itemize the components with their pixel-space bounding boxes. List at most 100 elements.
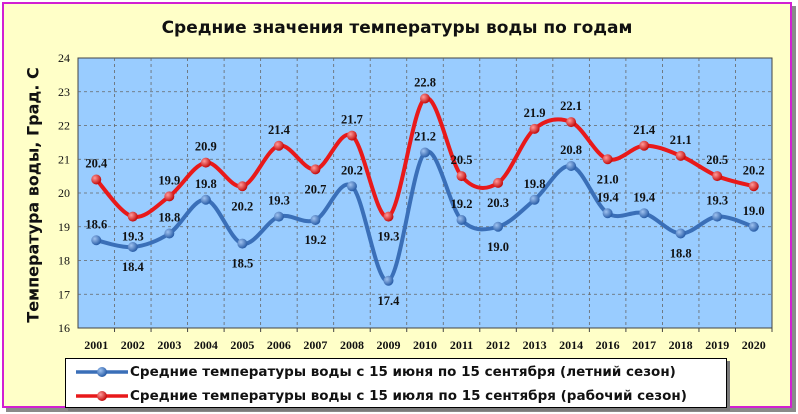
data-point-summer bbox=[712, 211, 723, 222]
data-label-work: 20.5 bbox=[451, 153, 473, 167]
data-label-summer: 17.4 bbox=[378, 294, 401, 308]
legend: Средние температуры воды с 15 июня по 15… bbox=[65, 358, 727, 408]
data-label-work: 20.3 bbox=[487, 196, 509, 210]
y-tick-label: 23 bbox=[58, 85, 70, 99]
data-label-work: 20.2 bbox=[231, 199, 253, 213]
data-point-work bbox=[602, 154, 613, 165]
data-label-work: 21.9 bbox=[524, 106, 546, 120]
data-point-work bbox=[456, 171, 467, 182]
y-tick-label: 18 bbox=[58, 254, 70, 268]
data-label-work: 21.4 bbox=[633, 123, 656, 137]
x-tick-label: 2006 bbox=[267, 338, 291, 352]
data-point-summer bbox=[493, 221, 504, 232]
data-label-summer: 19.0 bbox=[487, 240, 509, 254]
data-point-summer bbox=[164, 228, 175, 239]
data-point-summer bbox=[639, 208, 650, 219]
data-point-summer bbox=[675, 228, 686, 239]
data-label-summer: 21.2 bbox=[414, 130, 436, 144]
x-tick-label: 2017 bbox=[632, 338, 656, 352]
data-label-work: 20.5 bbox=[706, 153, 728, 167]
x-tick-label: 2014 bbox=[559, 338, 583, 352]
legend-swatch-work bbox=[76, 391, 128, 401]
data-label-work: 19.9 bbox=[158, 173, 180, 187]
x-tick-label: 2002 bbox=[121, 338, 145, 352]
data-label-summer: 19.8 bbox=[195, 177, 217, 191]
data-point-work bbox=[237, 181, 248, 192]
x-tick-label: 2008 bbox=[340, 338, 364, 352]
legend-entry-summer: Средние температуры воды с 15 июня по 15… bbox=[66, 361, 726, 383]
y-axis-title: Температура воды, Град. С bbox=[23, 67, 43, 323]
data-label-work: 19.3 bbox=[378, 230, 400, 244]
data-point-summer bbox=[346, 181, 357, 192]
legend-swatch-summer bbox=[76, 367, 128, 377]
data-label-summer: 19.8 bbox=[524, 177, 546, 191]
data-point-work bbox=[127, 211, 138, 222]
x-tick-label: 2019 bbox=[705, 338, 729, 352]
chart-title: Средние значения температуры воды по год… bbox=[161, 18, 633, 38]
x-tick-label: 2011 bbox=[450, 338, 473, 352]
y-tick-label: 17 bbox=[58, 287, 70, 301]
x-tick-label: 2005 bbox=[230, 338, 254, 352]
data-label-work: 21.1 bbox=[670, 133, 692, 147]
data-label-summer: 20.8 bbox=[560, 143, 582, 157]
data-label-summer: 18.6 bbox=[85, 217, 107, 231]
data-label-summer: 18.4 bbox=[122, 260, 145, 274]
x-tick-label: 2001 bbox=[84, 338, 108, 352]
data-label-summer: 19.3 bbox=[268, 194, 290, 208]
legend-entry-work: Средние температуры воды с 15 июля по 15… bbox=[66, 385, 726, 407]
data-point-work bbox=[748, 181, 759, 192]
y-tick-label: 20 bbox=[58, 186, 70, 200]
data-point-work bbox=[91, 174, 102, 185]
data-point-work bbox=[529, 123, 540, 134]
x-tick-label: 2007 bbox=[303, 338, 327, 352]
x-tick-label: 2003 bbox=[157, 338, 181, 352]
data-label-work: 20.4 bbox=[85, 157, 108, 171]
data-label-summer: 19.4 bbox=[633, 190, 656, 204]
data-point-summer bbox=[273, 211, 284, 222]
data-label-work: 20.9 bbox=[195, 140, 217, 154]
x-tick-label: 2018 bbox=[669, 338, 693, 352]
data-label-summer: 18.8 bbox=[158, 211, 180, 225]
x-tick-label: 2016 bbox=[596, 338, 620, 352]
x-tick-label: 2010 bbox=[413, 338, 437, 352]
data-label-summer: 19.2 bbox=[451, 197, 473, 211]
data-point-summer bbox=[383, 275, 394, 286]
x-tick-label: 2013 bbox=[523, 338, 547, 352]
data-point-work bbox=[310, 164, 321, 175]
data-point-work bbox=[200, 157, 211, 168]
x-tick-label: 2009 bbox=[376, 338, 400, 352]
data-point-summer bbox=[602, 208, 613, 219]
data-label-work: 19.3 bbox=[122, 230, 144, 244]
x-tick-label: 2012 bbox=[486, 338, 510, 352]
x-tick-label: 2020 bbox=[742, 338, 766, 352]
data-point-summer bbox=[456, 215, 467, 225]
data-label-work: 21.7 bbox=[341, 113, 363, 127]
data-point-summer bbox=[566, 161, 577, 171]
data-label-work: 21.4 bbox=[268, 123, 291, 137]
data-point-work bbox=[675, 150, 686, 161]
data-point-work bbox=[346, 130, 357, 141]
y-tick-label: 22 bbox=[58, 119, 70, 133]
data-label-work: 22.8 bbox=[414, 76, 436, 90]
data-point-work bbox=[566, 117, 577, 128]
data-point-work bbox=[639, 140, 650, 151]
data-label-summer: 19.0 bbox=[743, 204, 765, 218]
y-tick-label: 21 bbox=[58, 152, 70, 166]
data-label-summer: 18.5 bbox=[231, 257, 253, 271]
data-label-summer: 18.8 bbox=[670, 247, 692, 261]
data-point-work bbox=[493, 177, 504, 188]
data-point-work bbox=[712, 171, 723, 182]
data-point-summer bbox=[420, 147, 430, 158]
data-point-summer bbox=[529, 194, 540, 205]
data-point-summer bbox=[310, 215, 321, 225]
data-label-work: 20.2 bbox=[743, 163, 765, 177]
data-point-summer bbox=[200, 194, 211, 205]
data-point-summer bbox=[127, 242, 138, 252]
y-tick-label: 19 bbox=[58, 220, 70, 234]
data-point-work bbox=[383, 211, 394, 222]
legend-label-summer: Средние температуры воды с 15 июня по 15… bbox=[130, 364, 676, 380]
data-point-work bbox=[420, 93, 430, 104]
data-label-summer: 19.2 bbox=[304, 233, 326, 247]
data-point-work bbox=[273, 140, 284, 151]
